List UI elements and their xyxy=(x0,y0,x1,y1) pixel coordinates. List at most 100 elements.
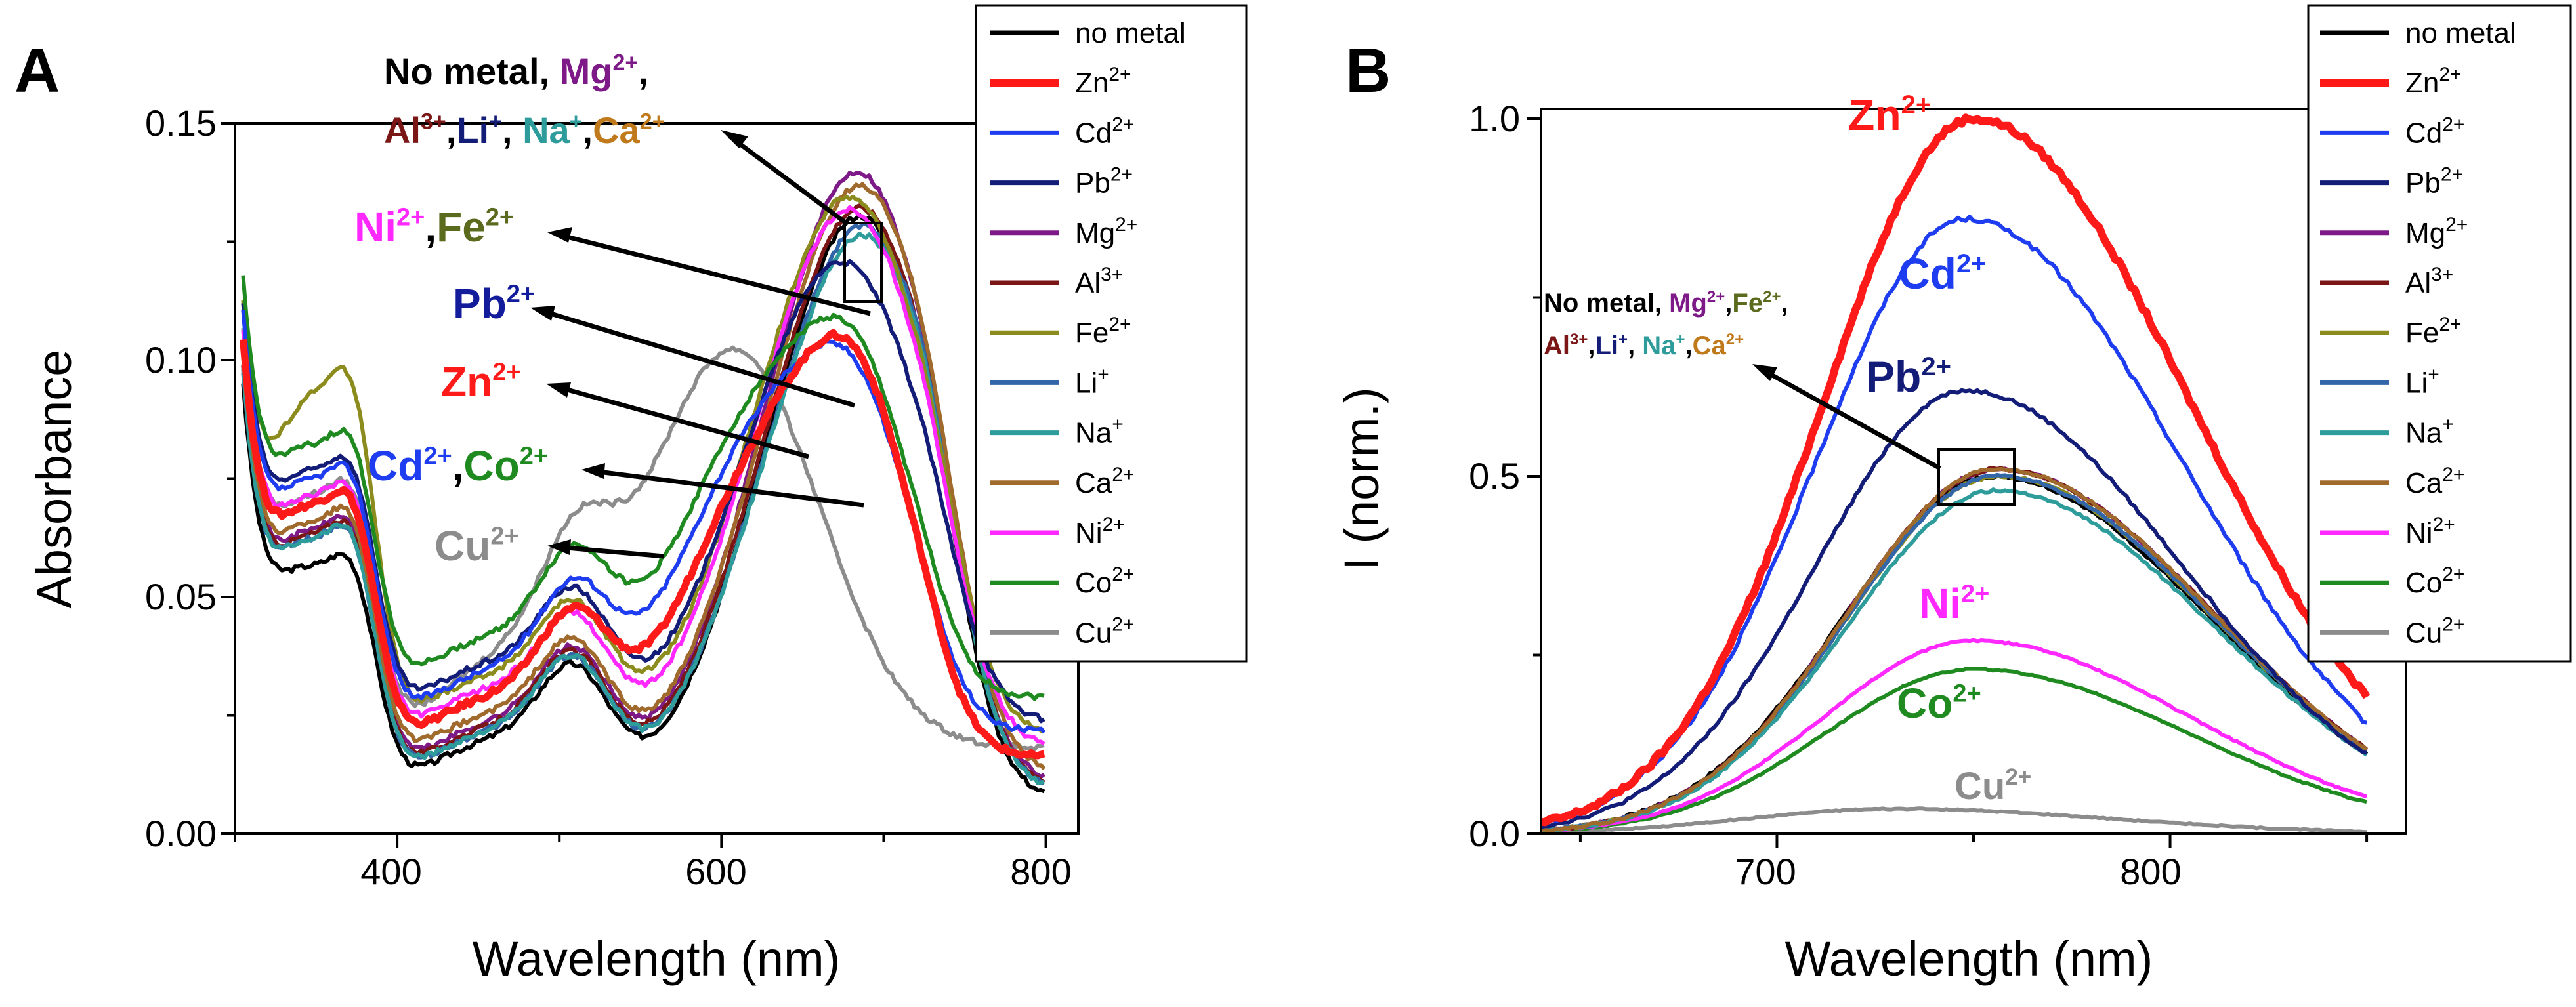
legend-label: Al3+ xyxy=(1075,264,1123,299)
annotation-group-b-line2: Al3+​,Li+​, Na+​,Ca2+​ xyxy=(1544,331,1744,360)
x-tick-label: 800 xyxy=(2120,851,2181,892)
legend-label: Co2+ xyxy=(2405,564,2464,599)
annotation-group-a-line2: Al3+​,Li+​, Na+​,Ca2+​ xyxy=(384,110,665,151)
panel-letter-a: A xyxy=(14,35,60,106)
series-line xyxy=(241,203,1045,785)
legend-item: no metal xyxy=(990,17,1186,49)
annotation-cu-b: Cu2+​ xyxy=(1954,764,2031,808)
arrow-pb xyxy=(541,308,856,408)
series-line xyxy=(1540,113,2371,827)
arrowhead xyxy=(721,130,748,148)
legend-item: Ca2+ xyxy=(990,464,1134,499)
axis-ticks-b xyxy=(1527,117,2369,848)
series-line xyxy=(1540,806,2367,835)
annotation-pb-a: Pb2+​ xyxy=(453,280,535,327)
annotation-cu-a: Cu2+​ xyxy=(434,522,519,569)
panel-letter-b: B xyxy=(1345,35,1391,106)
legend-item: Na+ xyxy=(2320,414,2454,449)
y-tick-label: 0.05 xyxy=(145,576,217,617)
legend-item: Cd2+ xyxy=(2320,113,2464,149)
legend-item: Al3+ xyxy=(990,264,1123,299)
legend-item: Co2+ xyxy=(2320,564,2464,599)
legend-item: Cu2+ xyxy=(990,613,1134,649)
annotation-pb-b: Pb2+​ xyxy=(1866,352,1951,401)
arrows-b xyxy=(1752,364,1941,471)
y-tick-label: 0.5 xyxy=(1469,455,1520,497)
legend-item: Co2+ xyxy=(990,564,1134,599)
y-tick-label: 0.00 xyxy=(145,813,217,854)
x-tick-label: 400 xyxy=(360,851,421,892)
arrowhead xyxy=(530,306,555,321)
legend-label: Ni2+ xyxy=(2405,514,2455,549)
arrow-group-b xyxy=(1763,368,1941,471)
series-line xyxy=(1541,638,2368,832)
legend-label: Cu2+ xyxy=(2405,613,2464,649)
x-axis-label-a: Wavelength (nm) xyxy=(473,932,841,986)
annotation-cd-b: Cd2+​ xyxy=(1899,249,1987,298)
arrowhead xyxy=(1752,364,1777,381)
legend-label: Cu2+ xyxy=(1075,613,1134,649)
legend-label: Li+ xyxy=(1075,363,1109,399)
legend-label: Ni2+ xyxy=(1075,514,1125,549)
arrow-zn xyxy=(557,384,809,459)
annotation-zn-b: Zn2+​ xyxy=(1848,91,1931,139)
legend-item: Al3+ xyxy=(2320,264,2453,299)
legend-a-items: no metal Zn2+ Cd2+ Pb2+ Mg2+ Al3+ Fe2+ Li+ Na+ Ca… xyxy=(990,17,1186,649)
annotation-cd-co: Cd2+​,Co2+​ xyxy=(368,442,548,489)
y-tick-label: 0.15 xyxy=(145,102,217,144)
legend-item: Mg2+ xyxy=(990,214,1137,249)
x-tick-label: 800 xyxy=(1010,851,1071,892)
arrows-a xyxy=(530,130,871,559)
series-line xyxy=(241,194,1045,734)
series-line xyxy=(1540,466,2368,833)
axis-ticks-a xyxy=(221,122,1047,848)
legend-item: Zn2+ xyxy=(2320,64,2462,99)
annotation-group-b-line1: No metal, Mg2+​,Fe2+​, xyxy=(1544,288,1788,318)
arrowhead xyxy=(546,382,571,398)
arrowhead xyxy=(581,463,605,479)
highlight-box-b xyxy=(1937,448,2016,506)
series-line xyxy=(1540,388,2367,829)
legend-item: Li+ xyxy=(990,363,1109,399)
legend-label: Al3+ xyxy=(2405,264,2453,299)
legend-label: Pb2+ xyxy=(1075,164,1133,199)
legend-item: Cd2+ xyxy=(990,113,1134,149)
legend-label: Cd2+ xyxy=(1075,113,1134,149)
y-tick-label: 0.10 xyxy=(145,339,217,380)
series-line xyxy=(241,275,1045,701)
annotation-group-a-line1: No metal, Mg2+​, xyxy=(384,51,648,92)
x-axis-label-b: Wavelength (nm) xyxy=(1785,932,2153,986)
legend-item: Cu2+ xyxy=(2320,613,2464,649)
legend-item: Li+ xyxy=(2320,363,2439,399)
legend-label: Zn2+ xyxy=(1075,64,1131,99)
legend-item: no metal xyxy=(2320,17,2516,49)
legend-label: Pb2+ xyxy=(2405,164,2463,199)
legend-label: Cd2+ xyxy=(2405,113,2464,149)
emission-curves xyxy=(1540,113,2371,835)
legend-item: Pb2+ xyxy=(2320,164,2463,199)
annotation-zn-a: Zn2+​ xyxy=(441,358,521,405)
y-axis-label-a: Absorbance xyxy=(27,350,81,609)
legend-label: Li+ xyxy=(2405,363,2439,399)
legend-item: Ca2+ xyxy=(2320,464,2464,499)
legend-label: Co2+ xyxy=(1075,564,1134,599)
arrow-cd-co xyxy=(593,468,864,508)
legend-b-items: no metal Zn2+ Cd2+ Pb2+ Mg2+ Al3+ Fe2+ Li+ Na+ Ca… xyxy=(2320,17,2516,649)
annotation-co-b: Co2+​ xyxy=(1897,680,1981,727)
x-tick-label: 700 xyxy=(1735,851,1796,892)
series-line xyxy=(239,329,1045,760)
legend-item: Ni2+ xyxy=(990,514,1125,549)
legend-item: Ni2+ xyxy=(2320,514,2455,549)
legend-item: Fe2+ xyxy=(2320,314,2462,349)
legend-item: Zn2+ xyxy=(990,64,1131,99)
arrowhead xyxy=(547,539,571,555)
legend-label: Mg2+ xyxy=(1075,214,1137,249)
legend-label: Na+ xyxy=(1075,414,1124,449)
legend-label: Mg2+ xyxy=(2405,214,2468,249)
arrow-group-a xyxy=(728,134,850,226)
legend-item: Fe2+ xyxy=(990,314,1131,349)
series-line xyxy=(1540,667,2367,834)
annotation-ni-b: Ni2+​ xyxy=(1919,580,1989,627)
panel-b: B 700 800 0.0 0.5 1.0 Wavelength (nm) I … xyxy=(1334,4,2572,986)
